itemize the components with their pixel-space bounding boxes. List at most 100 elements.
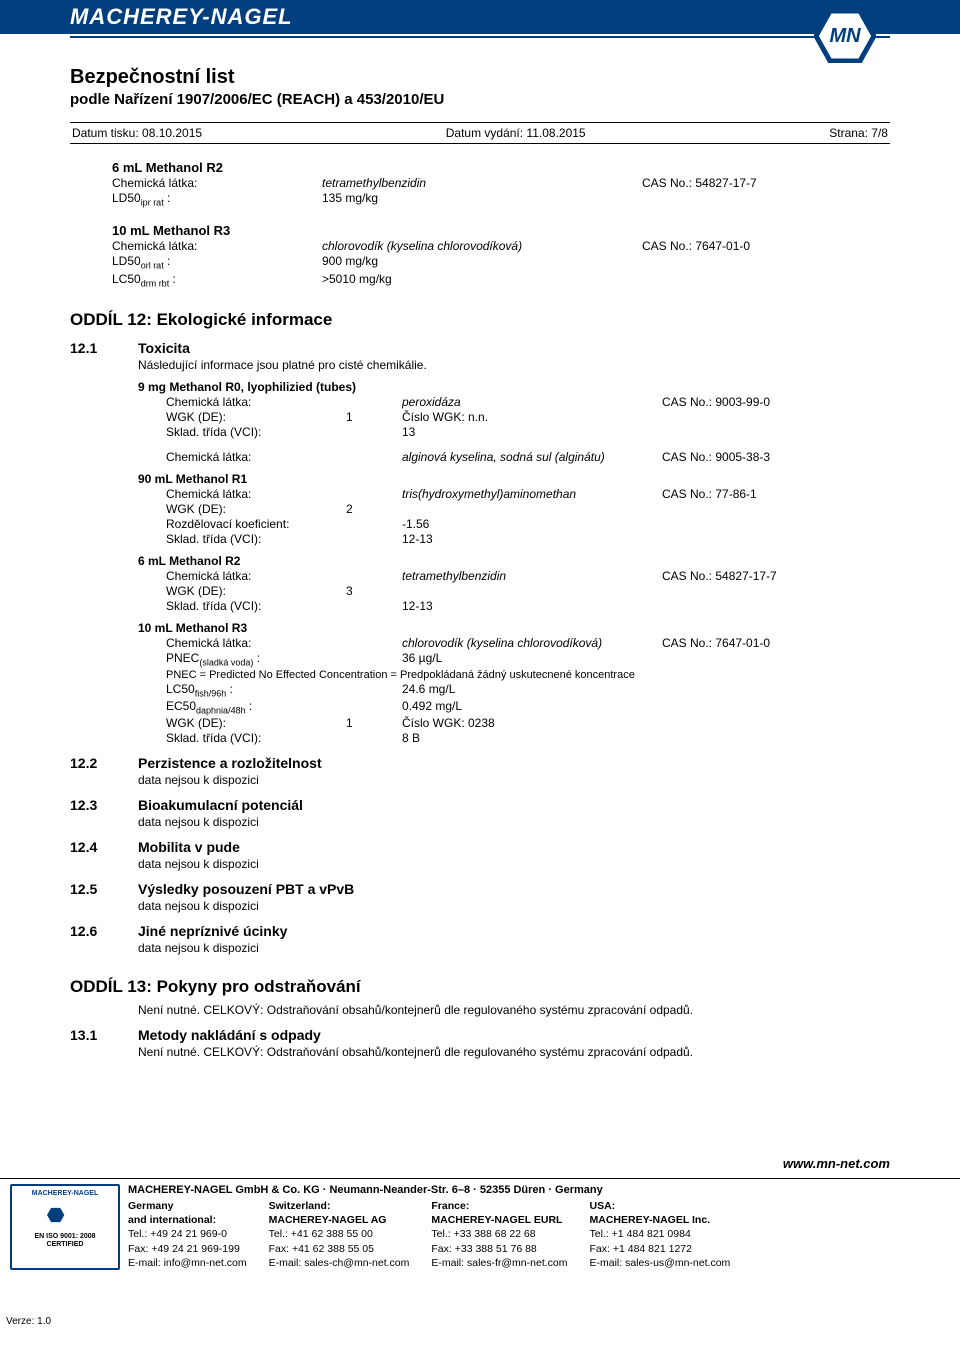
kv-b xyxy=(346,395,402,409)
kv-b xyxy=(346,487,402,501)
subsec-title: Bioakumulacní potenciál xyxy=(138,797,303,813)
kv-b xyxy=(346,682,402,698)
kv-value: peroxidáza xyxy=(402,395,662,409)
version-label: Verze: 1.0 xyxy=(6,1316,51,1327)
tox-block-title: 9 mg Methanol R0, lyophilizied (tubes) xyxy=(138,380,890,394)
header-underline xyxy=(70,36,890,38)
kv-value: 12-13 xyxy=(402,599,662,613)
subsec-num: 12.3 xyxy=(70,797,138,813)
kv-b xyxy=(346,532,402,546)
footer-tel: Tel.: +33 388 68 22 68 xyxy=(431,1227,567,1241)
cas-number: CAS No.: 7647-01-0 xyxy=(662,636,770,650)
cert-box: MACHEREY-NAGEL MN EN ISO 9001: 2008 CERT… xyxy=(10,1184,120,1270)
kv-label: LD50ipr rat : xyxy=(112,191,322,207)
section13-heading: ODDÍL 13: Pokyny pro odstraňování xyxy=(70,977,890,997)
sec12-1-title: Toxicita xyxy=(138,340,190,356)
cert-iso1: EN ISO 9001: 2008 xyxy=(34,1233,95,1241)
footer: MACHEREY-NAGEL MN EN ISO 9001: 2008 CERT… xyxy=(0,1184,960,1270)
subsec-title: Výsledky posouzení PBT a vPvB xyxy=(138,881,354,897)
kv-b xyxy=(346,699,402,715)
kv-value: 36 µg/L xyxy=(402,651,662,667)
section12-heading: ODDÍL 12: Ekologické informace xyxy=(70,310,890,330)
subsec-text: data nejsou k dispozici xyxy=(138,941,890,955)
footer-col-sub: MACHEREY-NAGEL Inc. xyxy=(590,1213,731,1227)
footer-fax: Fax: +41 62 388 55 05 xyxy=(269,1242,410,1256)
footer-col: France:MACHEREY-NAGEL EURLTel.: +33 388 … xyxy=(431,1199,567,1270)
footer-fax: Fax: +1 484 821 1272 xyxy=(590,1242,731,1256)
tox-block-title: 10 mL Methanol R3 xyxy=(138,621,890,635)
sec12-1-num: 12.1 xyxy=(70,340,138,356)
kv-label: Chemická látka: xyxy=(166,487,346,501)
footer-fax: Fax: +33 388 51 76 88 xyxy=(431,1242,567,1256)
cas-number: CAS No.: 77-86-1 xyxy=(662,487,757,501)
footer-email: E-mail: sales-ch@mn-net.com xyxy=(269,1256,410,1270)
kv-b xyxy=(346,636,402,650)
subsec-num: 12.5 xyxy=(70,881,138,897)
subsec-num: 12.2 xyxy=(70,755,138,771)
kv-b: 1 xyxy=(346,716,402,730)
kv-value: -1.56 xyxy=(402,517,662,531)
kv-label: Sklad. třída (VCI): xyxy=(166,731,346,745)
subsec-text: data nejsou k dispozici xyxy=(138,815,890,829)
subsec-title: Jiné nepríznivé úcinky xyxy=(138,923,287,939)
footer-col-title: Switzerland: xyxy=(269,1199,410,1213)
footer-col-title: Germany xyxy=(128,1199,247,1213)
footer-col: USA:MACHEREY-NAGEL Inc.Tel.: +1 484 821 … xyxy=(590,1199,731,1270)
kv-value: chlorovodík (kyselina chlorovodíková) xyxy=(402,636,662,650)
sec12-1-intro: Následující informace jsou platné pro ci… xyxy=(138,358,890,372)
footer-email: E-mail: sales-us@mn-net.com xyxy=(590,1256,731,1270)
kv-label: WGK (DE): xyxy=(166,716,346,730)
component-title: 10 mL Methanol R3 xyxy=(112,223,890,238)
footer-email: E-mail: sales-fr@mn-net.com xyxy=(431,1256,567,1270)
kv-value xyxy=(402,502,662,516)
kv-label: Chemická látka: xyxy=(166,395,346,409)
tox-block-title: 6 mL Methanol R2 xyxy=(138,554,890,568)
kv-b xyxy=(346,517,402,531)
kv-label: Sklad. třída (VCI): xyxy=(166,532,346,546)
cert-logo-text: MN xyxy=(65,1208,84,1222)
kv-label: Chemická látka: xyxy=(166,450,346,464)
cas-number: CAS No.: 9005-38-3 xyxy=(662,450,770,464)
footer-tel: Tel.: +1 484 821 0984 xyxy=(590,1227,731,1241)
footer-email: E-mail: info@mn-net.com xyxy=(128,1256,247,1270)
kv-label: Chemická látka: xyxy=(112,176,322,190)
kv-value: chlorovodík (kyselina chlorovodíková) xyxy=(322,239,642,253)
pnec-note: PNEC = Predicted No Effected Concentrati… xyxy=(166,669,890,681)
kv-value: 135 mg/kg xyxy=(322,191,642,207)
footer-col-sub: and international: xyxy=(128,1213,247,1227)
kv-label: LC50drm rbt : xyxy=(112,272,322,288)
footer-separator xyxy=(0,1178,960,1179)
footer-url: www.mn-net.com xyxy=(783,1156,890,1171)
kv-value: 8 B xyxy=(402,731,662,745)
page-number: Strana: 7/8 xyxy=(829,126,888,140)
footer-col-title: USA: xyxy=(590,1199,731,1213)
kv-label: WGK (DE): xyxy=(166,502,346,516)
kv-b: 1 xyxy=(346,410,402,424)
kv-label: PNEC(sladká voda) : xyxy=(166,651,346,667)
brand-name: MACHEREY-NAGEL xyxy=(70,4,293,29)
kv-label: LD50orl rat : xyxy=(112,254,322,270)
kv-b xyxy=(346,651,402,667)
cas-number: CAS No.: 9003-99-0 xyxy=(662,395,770,409)
tox-block-title: 90 mL Methanol R1 xyxy=(138,472,890,486)
subsec-num: 12.6 xyxy=(70,923,138,939)
kv-b xyxy=(346,450,402,464)
subsec-text: data nejsou k dispozici xyxy=(138,899,890,913)
kv-b xyxy=(346,425,402,439)
cas-number: CAS No.: 7647-01-0 xyxy=(642,239,750,253)
kv-value: tris(hydroxymethyl)aminomethan xyxy=(402,487,662,501)
kv-value: 13 xyxy=(402,425,662,439)
logo-text: MN xyxy=(829,25,860,48)
footer-col-sub: MACHEREY-NAGEL EURL xyxy=(431,1213,567,1227)
kv-value: tetramethylbenzidin xyxy=(322,176,642,190)
kv-value: Číslo WGK: n.n. xyxy=(402,410,662,424)
footer-col-title: France: xyxy=(431,1199,567,1213)
footer-col: Germanyand international:Tel.: +49 24 21… xyxy=(128,1199,247,1270)
kv-b xyxy=(346,599,402,613)
kv-value: tetramethylbenzidin xyxy=(402,569,662,583)
kv-value: 0.492 mg/L xyxy=(402,699,662,715)
footer-fax: Fax: +49 24 21 969-199 xyxy=(128,1242,247,1256)
sec13-intro: Není nutné. CELKOVÝ: Odstraňování obsahů… xyxy=(138,1003,890,1017)
kv-label: Chemická látka: xyxy=(166,636,346,650)
kv-b: 3 xyxy=(346,584,402,598)
